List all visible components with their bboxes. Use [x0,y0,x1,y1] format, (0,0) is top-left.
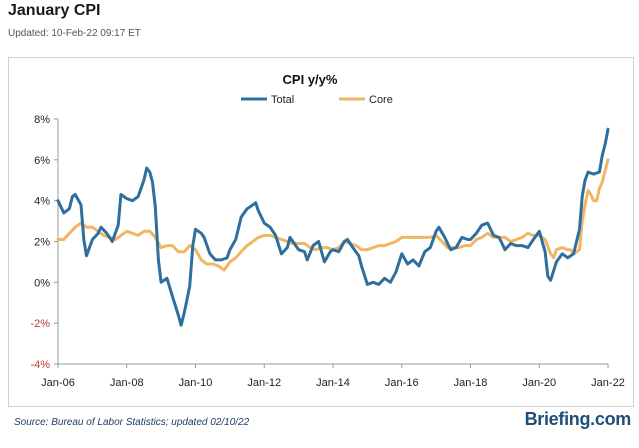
x-tick-label: Jan-10 [179,377,213,389]
page-title: January CPI [8,2,101,19]
y-tick-label: 0% [34,277,50,289]
cpi-line-chart: CPI y/y% Total Core -4% -2% 0% 2% 4% 6% 8% Jan… [30,72,625,389]
chart-title: CPI y/y% [283,72,338,87]
briefing-logo[interactable]: Briefing.com [524,409,632,429]
updated-timestamp: Updated: 10-Feb-22 09:17 ET [8,28,141,39]
y-tick-label: -2% [30,318,50,330]
x-tick-label: Jan-08 [110,377,144,389]
y-axis: -4% -2% 0% 2% 4% 6% 8% [30,114,59,371]
x-tick-label: Jan-14 [316,377,350,389]
legend: Total Core [241,94,393,106]
legend-label-total: Total [271,94,294,106]
y-tick-label: 6% [34,155,50,167]
legend-label-core: Core [369,94,393,106]
chart-container: CPI y/y% Total Core -4% -2% 0% 2% 4% 6% 8% Jan… [8,57,634,407]
x-tick-label: Jan-12 [247,377,281,389]
x-tick-label: Jan-22 [591,377,625,389]
x-tick-label: Jan-16 [385,377,419,389]
source-note: Source: Bureau of Labor Statistics; upda… [14,417,250,428]
x-tick-label: Jan-06 [41,377,75,389]
y-tick-label: 4% [34,196,50,208]
series-line-total [56,127,610,327]
x-axis: Jan-06 Jan-08 Jan-10 Jan-12 Jan-14 Jan-16 Jan-… [41,363,625,389]
series-layer [56,127,610,327]
x-tick-label: Jan-20 [522,377,556,389]
y-tick-label: 2% [34,237,50,249]
series-line-core [56,158,610,272]
x-tick-label: Jan-18 [454,377,488,389]
y-tick-label: -4% [30,359,50,371]
y-tick-label: 8% [34,114,50,126]
